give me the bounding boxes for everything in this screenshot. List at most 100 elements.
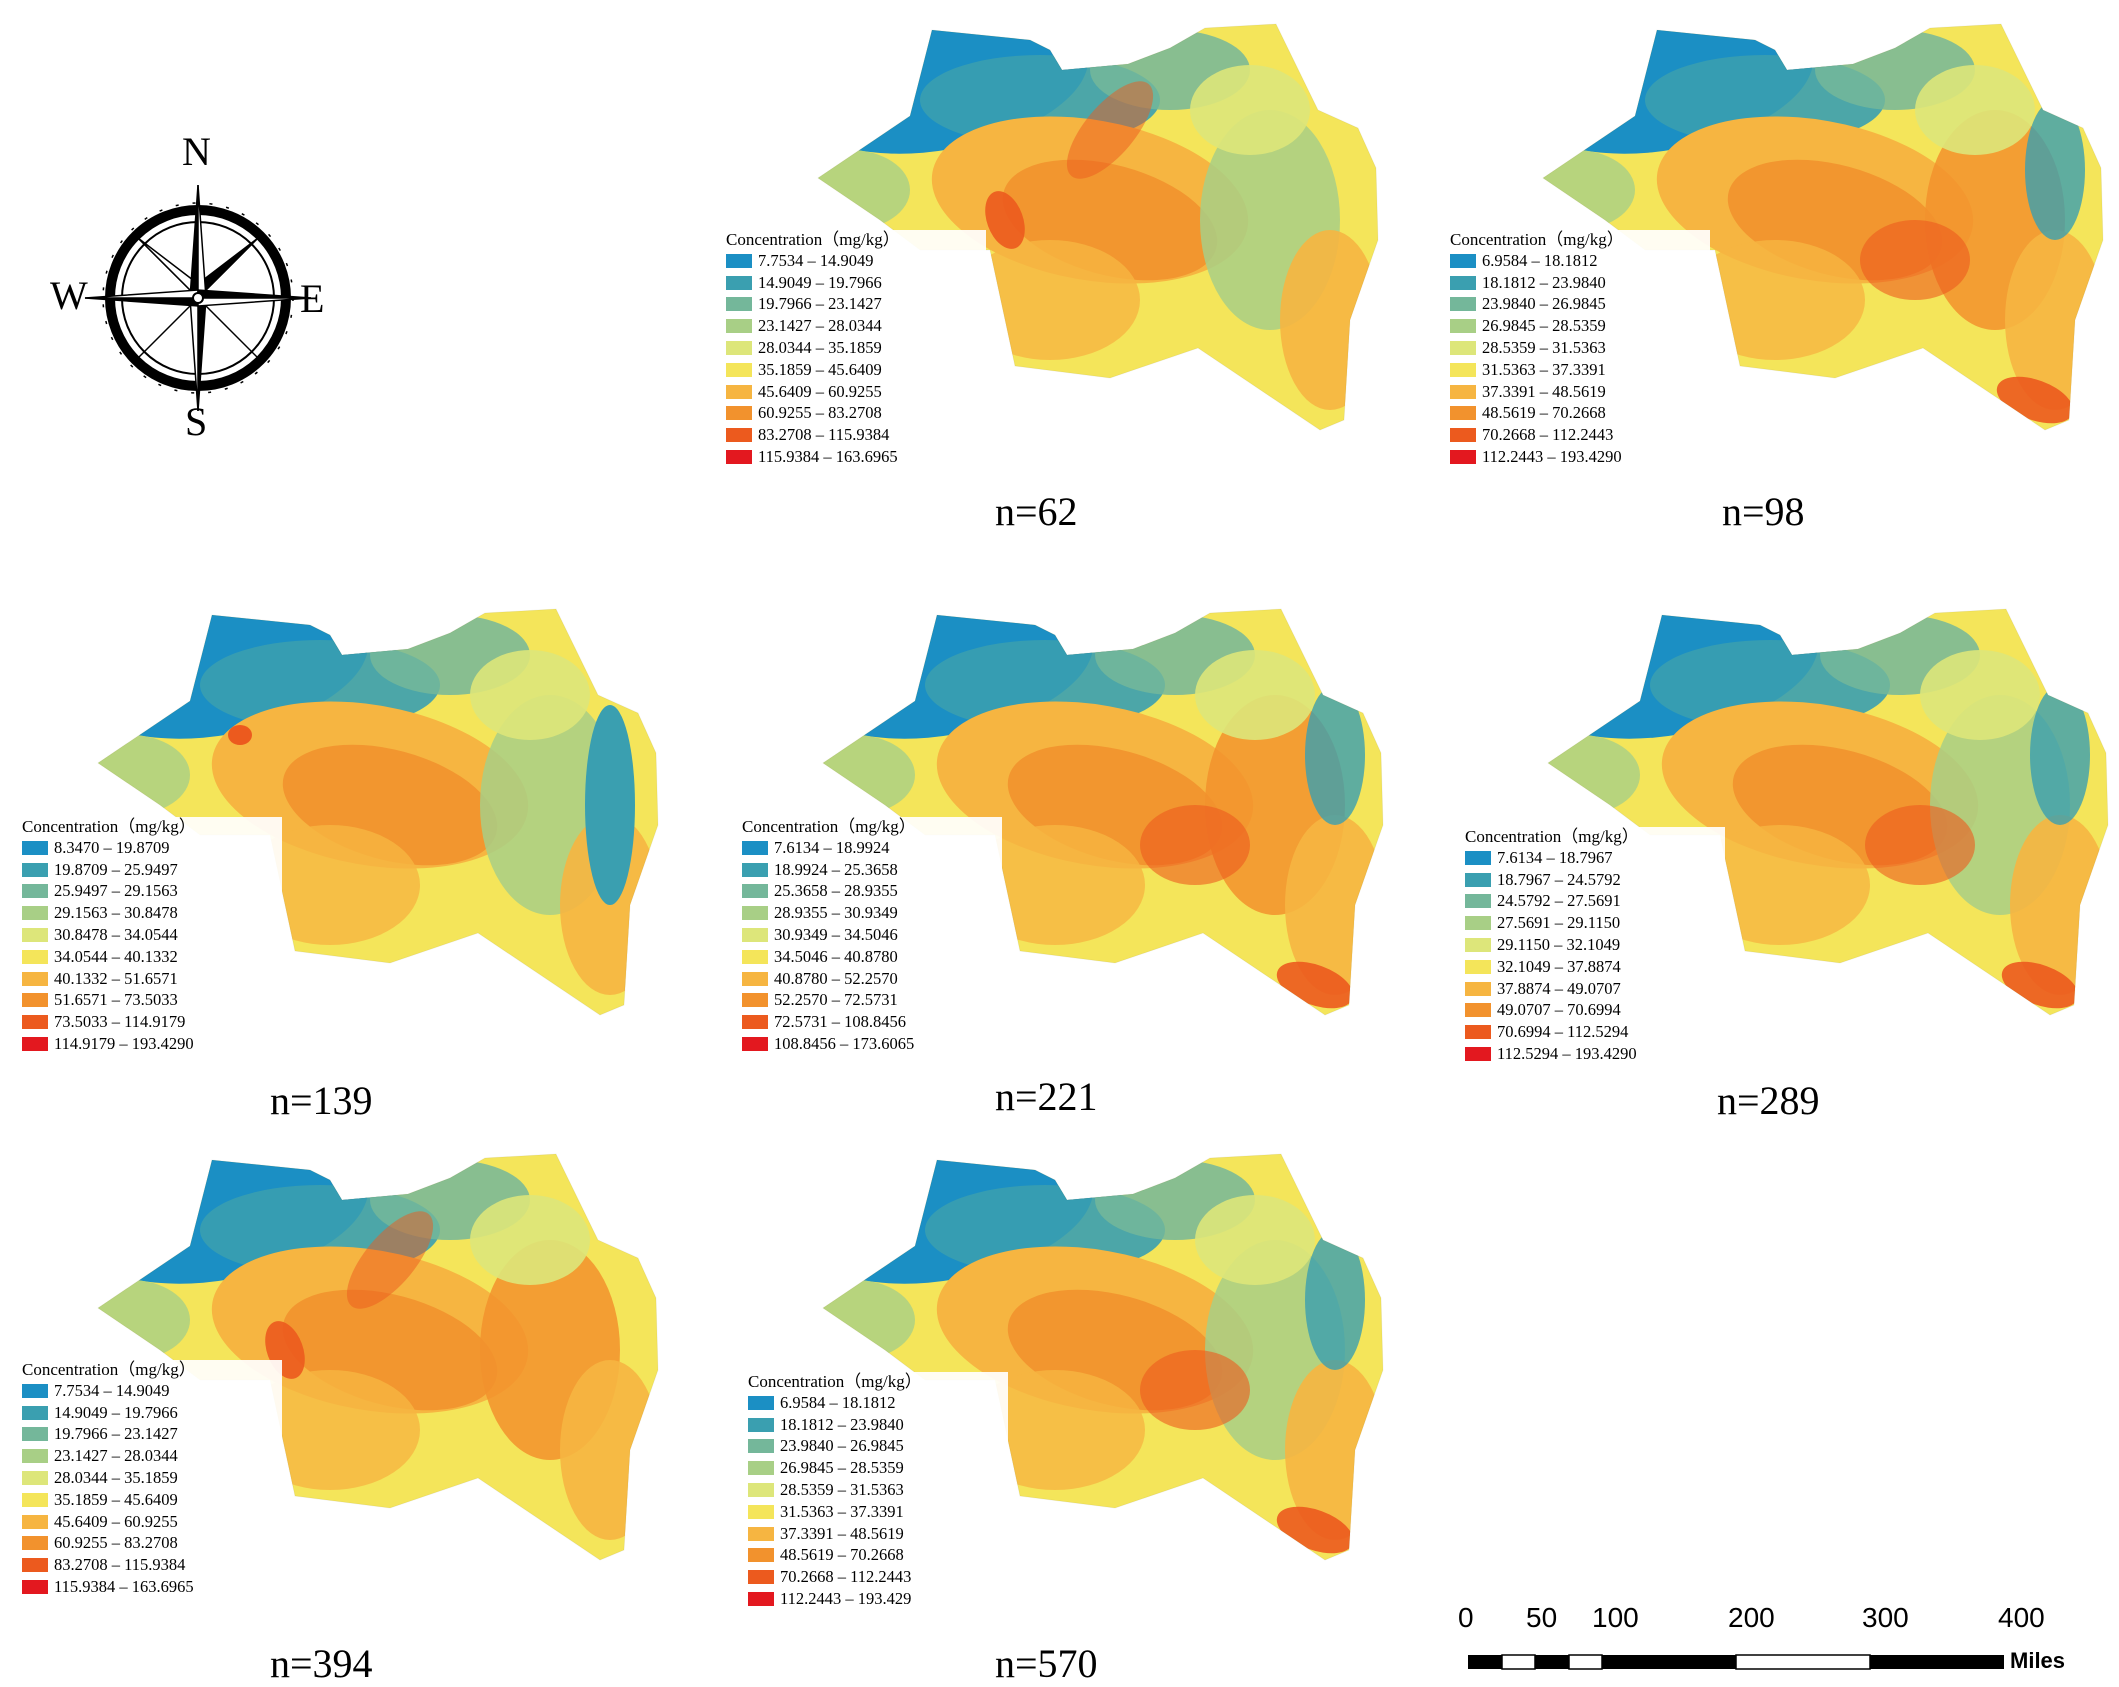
- legend-row: 28.0344 – 35.1859: [726, 337, 986, 359]
- scale-tick-0: 0: [1458, 1602, 1474, 1633]
- legend-range: 34.5046 – 40.8780: [774, 946, 898, 966]
- legend-range: 30.9349 – 34.5046: [774, 925, 898, 945]
- legend-row: 35.1859 – 45.6409: [726, 359, 986, 381]
- legend-swatch: [22, 1580, 48, 1595]
- legend-swatch: [748, 1570, 774, 1585]
- legend-range: 31.5363 – 37.3391: [780, 1501, 904, 1521]
- legend-row: 23.1427 – 28.0344: [22, 1445, 282, 1467]
- legend-row: 19.7966 – 23.1427: [22, 1424, 282, 1446]
- legend-row: 40.8780 – 52.2570: [742, 968, 1002, 990]
- legend-range: 26.9845 – 28.5359: [1482, 316, 1606, 336]
- legend-swatch: [22, 840, 48, 855]
- legend-row: 83.2708 – 115.9384: [726, 424, 986, 446]
- legend-row: 49.0707 – 70.6994: [1465, 1000, 1725, 1022]
- legend-row: 48.5619 – 70.2668: [1450, 403, 1710, 425]
- legend-swatch: [22, 949, 48, 964]
- legend-swatch: [742, 928, 768, 943]
- legend-swatch: [22, 971, 48, 986]
- legend-title: Concentration（mg/kg）: [726, 230, 900, 249]
- legend-swatch: [22, 1037, 48, 1052]
- legend-row: 35.1859 – 45.6409: [22, 1489, 282, 1511]
- legend-range: 23.9840 – 26.9845: [1482, 294, 1606, 314]
- legend-range: 70.2668 – 112.2443: [780, 1567, 912, 1587]
- scale-tick-400: 400: [1998, 1602, 2045, 1633]
- legend-row: 18.1812 – 23.9840: [1450, 272, 1710, 294]
- legend-swatch: [748, 1592, 774, 1607]
- legend-swatch: [748, 1395, 774, 1410]
- legend-range: 35.1859 – 45.6409: [54, 1489, 178, 1509]
- legend-range: 28.0344 – 35.1859: [54, 1468, 178, 1488]
- sample-size-label: n=98: [1722, 489, 1805, 534]
- legend-title: Concentration（mg/kg）: [748, 1372, 922, 1391]
- legend-swatch: [22, 906, 48, 921]
- legend-row: 34.0544 – 40.1332: [22, 946, 282, 968]
- legend-swatch: [1465, 959, 1491, 974]
- legend-range: 112.2443 – 193.4290: [1482, 447, 1622, 467]
- legend-range: 18.7967 – 24.5792: [1497, 869, 1621, 889]
- legend-swatch: [22, 1514, 48, 1529]
- compass-north: N: [182, 129, 211, 174]
- legend-1: Concentration（mg/kg） 7.7534 – 14.9049 14.9…: [726, 230, 986, 468]
- legend-row: 31.5363 – 37.3391: [748, 1501, 1008, 1523]
- legend-swatch: [22, 1536, 48, 1551]
- legend-row: 52.2570 – 72.5731: [742, 990, 1002, 1012]
- scale-tick-100: 100: [1592, 1602, 1639, 1633]
- legend-range: 29.1563 – 30.8478: [54, 903, 178, 923]
- legend-row: 8.3470 – 19.8709: [22, 837, 282, 859]
- legend-swatch: [1465, 1003, 1491, 1018]
- legend-title: Concentration（mg/kg）: [22, 817, 196, 836]
- legend-row: 7.7534 – 14.9049: [726, 250, 986, 272]
- legend-swatch: [1450, 341, 1476, 356]
- legend-swatch: [1465, 872, 1491, 887]
- legend-swatch: [742, 1015, 768, 1030]
- legend-3: Concentration（mg/kg） 8.3470 – 19.8709 19.8…: [22, 817, 282, 1055]
- legend-4: Concentration（mg/kg） 7.6134 – 18.9924 18.9…: [742, 817, 1002, 1055]
- legend-row: 18.7967 – 24.5792: [1465, 869, 1725, 891]
- legend-row: 112.5294 – 193.4290: [1465, 1043, 1725, 1065]
- legend-range: 48.5619 – 70.2668: [780, 1545, 904, 1565]
- legend-row: 28.5359 – 31.5363: [748, 1479, 1008, 1501]
- legend-row: 70.2668 – 112.2443: [1450, 424, 1710, 446]
- legend-row: 112.2443 – 193.429: [748, 1588, 1008, 1610]
- legend-row: 14.9049 – 19.7966: [22, 1402, 282, 1424]
- sample-size-label: n=570: [995, 1641, 1098, 1686]
- legend-swatch: [1465, 850, 1491, 865]
- concentration-map-6: [97, 1153, 659, 1561]
- legend-swatch: [1450, 428, 1476, 443]
- sample-size-label: n=394: [270, 1641, 373, 1686]
- legend-row: 30.9349 – 34.5046: [742, 924, 1002, 946]
- legend-swatch: [1465, 1025, 1491, 1040]
- legend-row: 32.1049 – 37.8874: [1465, 956, 1725, 978]
- legend-row: 51.6571 – 73.5033: [22, 990, 282, 1012]
- legend-swatch: [748, 1526, 774, 1541]
- legend-range: 108.8456 – 173.6065: [774, 1034, 915, 1054]
- legend-swatch: [742, 971, 768, 986]
- legend-swatch: [742, 840, 768, 855]
- legend-swatch: [22, 1427, 48, 1442]
- legend-swatch: [22, 1383, 48, 1398]
- legend-range: 48.5619 – 70.2668: [1482, 403, 1606, 423]
- legend-row: 108.8456 – 173.6065: [742, 1033, 1002, 1055]
- legend-range: 25.3658 – 28.9355: [774, 881, 898, 901]
- legend-row: 23.1427 – 28.0344: [726, 315, 986, 337]
- legend-swatch: [748, 1439, 774, 1454]
- legend-row: 73.5033 – 114.9179: [22, 1011, 282, 1033]
- legend-swatch: [748, 1417, 774, 1432]
- legend-row: 26.9845 – 28.5359: [748, 1457, 1008, 1479]
- legend-range: 27.5691 – 29.1150: [1497, 913, 1621, 933]
- legend-range: 51.6571 – 73.5033: [54, 990, 178, 1010]
- legend-range: 25.9497 – 29.1563: [54, 881, 178, 901]
- legend-range: 40.8780 – 52.2570: [774, 968, 898, 988]
- legend-range: 70.2668 – 112.2443: [1482, 425, 1614, 445]
- legend-range: 114.9179 – 193.4290: [54, 1034, 194, 1054]
- legend-swatch: [22, 1558, 48, 1573]
- legend-row: 6.9584 – 18.1812: [1450, 250, 1710, 272]
- legend-range: 23.9840 – 26.9845: [780, 1436, 904, 1456]
- legend-range: 7.7534 – 14.9049: [758, 250, 874, 270]
- legend-range: 37.3391 – 48.5619: [1482, 381, 1606, 401]
- legend-swatch: [1450, 384, 1476, 399]
- legend-swatch: [742, 862, 768, 877]
- legend-range: 28.5359 – 31.5363: [1482, 338, 1606, 358]
- legend-range: 40.1332 – 51.6571: [54, 968, 178, 988]
- legend-range: 35.1859 – 45.6409: [758, 359, 882, 379]
